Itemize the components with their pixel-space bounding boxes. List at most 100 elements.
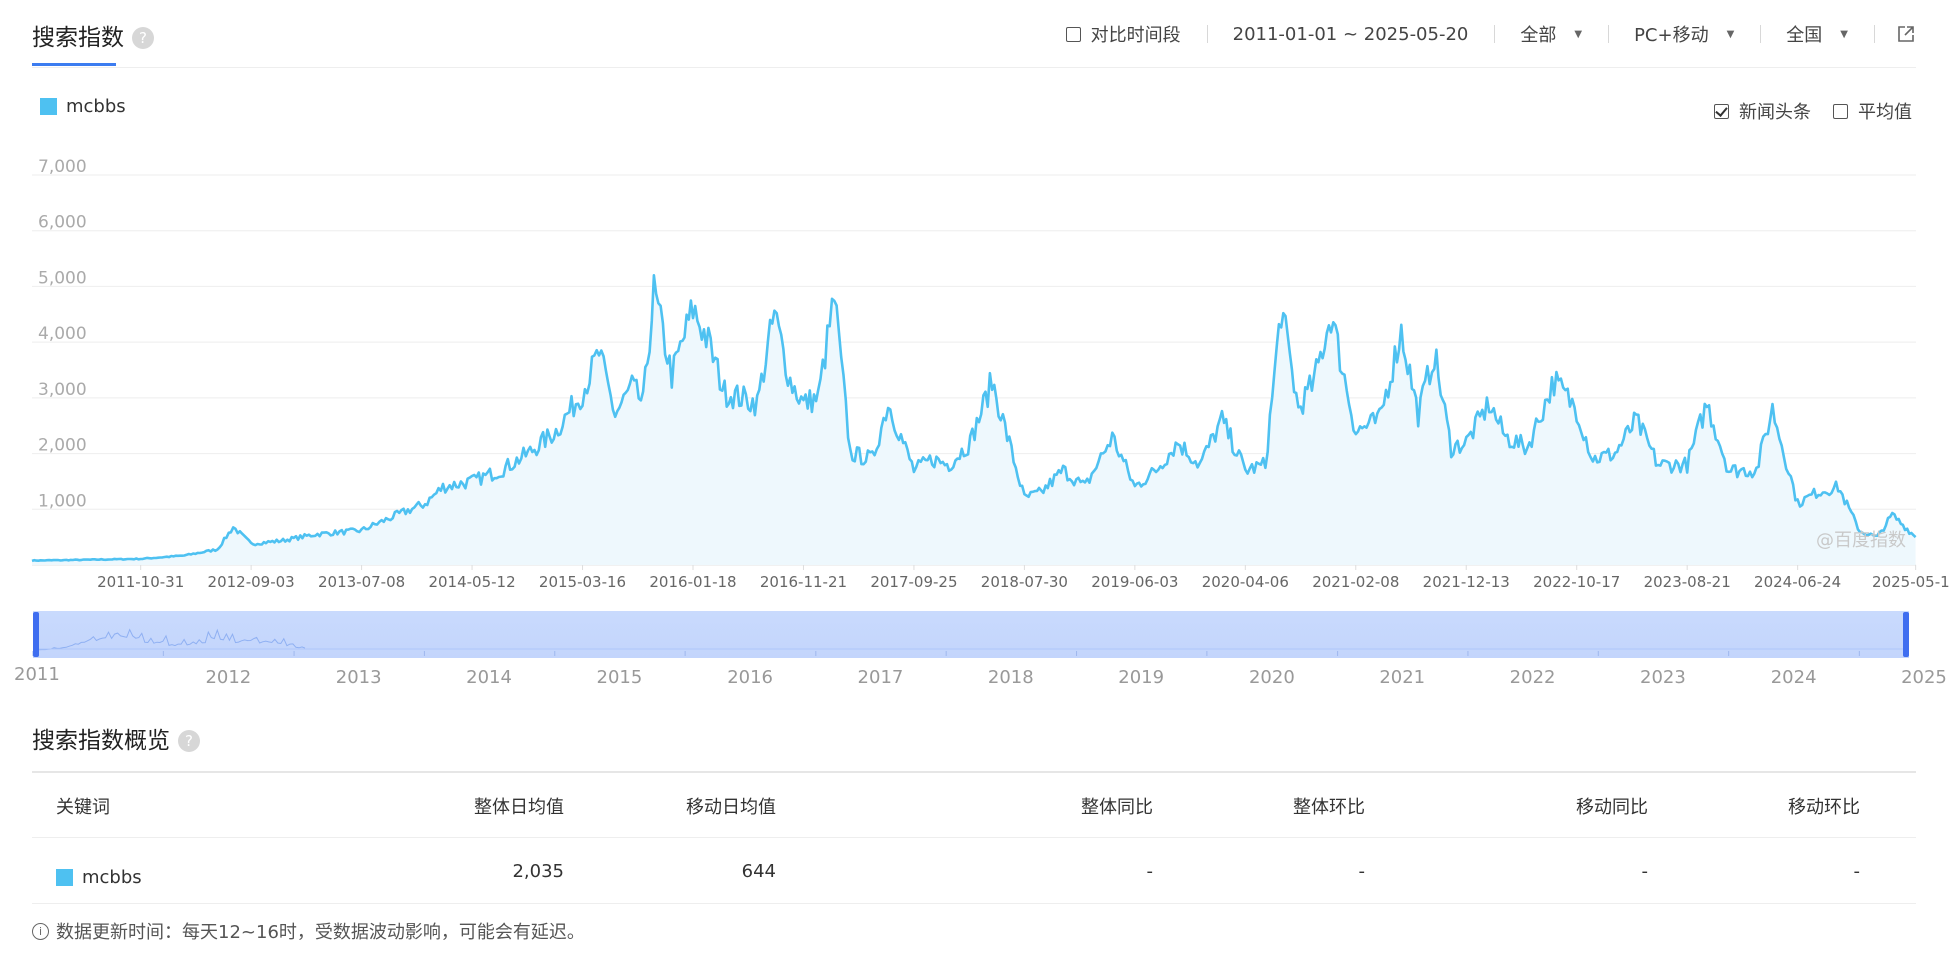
y-tick-label: 6,000 xyxy=(38,213,87,233)
data-point xyxy=(755,401,760,406)
header-divider xyxy=(32,67,1916,68)
data-point xyxy=(395,512,400,517)
help-icon[interactable]: ? xyxy=(132,27,154,49)
navigator-year-label: 2020 xyxy=(1249,667,1295,688)
data-point xyxy=(1243,468,1248,473)
data-point xyxy=(651,290,656,295)
col-mobile-mom: 移动环比 xyxy=(1788,797,1860,818)
data-point xyxy=(1132,485,1137,490)
series-area-mcbbs xyxy=(32,275,1916,565)
news-headline-toggle[interactable]: 新闻头条 xyxy=(1714,98,1811,124)
export-button[interactable] xyxy=(1874,20,1916,48)
series-line-mcbbs[interactable] xyxy=(31,274,1917,563)
data-point xyxy=(1083,485,1088,490)
navigator-sparkline xyxy=(36,628,306,651)
data-point xyxy=(1814,490,1819,495)
device-select[interactable]: PC+移动 ▼ xyxy=(1608,20,1760,48)
data-point xyxy=(1754,468,1759,473)
data-point xyxy=(1154,468,1159,473)
navigator-right-handle[interactable] xyxy=(1903,612,1909,657)
navigator-year-label: 2015 xyxy=(597,667,643,688)
navigator-year-label: 2019 xyxy=(1118,667,1164,688)
data-point xyxy=(1039,490,1044,495)
x-tick-label: 2021-12-13 xyxy=(1423,573,1510,591)
data-point xyxy=(359,528,364,533)
region-select[interactable]: 全国 ▼ xyxy=(1760,20,1874,48)
x-tick-label: 2025-05-19 xyxy=(1872,573,1950,591)
update-note: i 数据更新时间：每天12~16时，受数据波动影响，可能会有延迟。 xyxy=(32,918,585,944)
data-point xyxy=(1685,462,1690,467)
data-point xyxy=(281,538,286,543)
range-navigator[interactable]: 2011 2012 2013 2014 2015 2016 2017 2018 2019 2020… xyxy=(14,611,1947,688)
row-overall-avg: 2,035 xyxy=(512,861,564,882)
average-checkbox-icon[interactable] xyxy=(1833,103,1848,119)
col-mobile-yoy: 移动同比 xyxy=(1576,797,1648,818)
x-tick-label: 2016-11-21 xyxy=(760,573,847,591)
x-tick-label: 2020-04-06 xyxy=(1202,573,1289,591)
col-overall-mom: 整体环比 xyxy=(1293,797,1365,818)
data-point xyxy=(1634,418,1639,423)
data-point xyxy=(968,440,973,445)
data-point xyxy=(1220,418,1225,423)
chart-legend[interactable]: mcbbs xyxy=(40,96,126,117)
navigator-year-labels: 2011 2012 2013 2014 2015 2016 2017 2018 2019 2020… xyxy=(14,664,1947,688)
navigator-left-handle[interactable] xyxy=(33,612,39,657)
navigator-year-label: 2013 xyxy=(336,667,382,688)
y-tick-label: 7,000 xyxy=(38,157,87,177)
overview-title-text: 搜索指数概览 xyxy=(32,728,170,754)
device-select-value: PC+移动 xyxy=(1634,25,1709,46)
col-mobile-avg: 移动日均值 xyxy=(686,797,776,818)
x-tick-label: 2018-07-30 xyxy=(981,573,1068,591)
data-point xyxy=(441,485,446,490)
external-link-icon[interactable] xyxy=(1896,24,1916,44)
x-axis: 2011-10-31 2012-09-03 2013-07-08 2014-05-12… xyxy=(97,565,1950,591)
data-point xyxy=(597,351,602,356)
average-toggle[interactable]: 平均值 xyxy=(1833,98,1912,124)
x-tick-label: 2024-06-24 xyxy=(1754,573,1841,591)
data-point xyxy=(990,379,995,384)
news-label: 新闻头条 xyxy=(1739,102,1811,123)
data-point xyxy=(1022,496,1027,501)
row-swatch xyxy=(56,869,73,886)
caret-down-icon: ▼ xyxy=(1574,28,1583,40)
data-point xyxy=(1329,312,1334,317)
navigator-selection[interactable] xyxy=(33,611,1909,658)
data-point xyxy=(526,451,531,456)
data-point xyxy=(1464,440,1469,445)
source-select-value: 全部 xyxy=(1520,25,1557,46)
news-checkbox-icon[interactable] xyxy=(1714,103,1729,119)
date-range-picker[interactable]: 2011-01-01 ~ 2025-05-20 xyxy=(1206,20,1495,48)
data-point xyxy=(470,479,475,484)
navigator-year-label: 2022 xyxy=(1510,667,1556,688)
data-point xyxy=(1525,446,1530,451)
row-keyword-text: mcbbs xyxy=(82,867,142,888)
compare-period-toggle[interactable]: 对比时间段 xyxy=(1040,20,1207,48)
navigator-year-label: 2025 xyxy=(1901,667,1947,688)
table-header-divider xyxy=(32,837,1916,838)
navigator-year-label: 2011 xyxy=(14,664,60,685)
data-point xyxy=(138,556,143,561)
row-mobile-mom: - xyxy=(1853,861,1861,882)
row-mobile-yoy: - xyxy=(1641,861,1649,882)
data-point xyxy=(1913,535,1918,540)
help-icon[interactable]: ? xyxy=(178,730,200,752)
data-point xyxy=(1449,446,1454,451)
data-point xyxy=(1795,501,1800,506)
data-point xyxy=(930,457,935,462)
compare-checkbox-icon[interactable] xyxy=(1065,26,1081,42)
data-point xyxy=(1574,407,1579,412)
data-point xyxy=(1613,451,1618,456)
data-point xyxy=(788,379,793,384)
row-overall-yoy: - xyxy=(1146,861,1154,882)
caret-down-icon: ▼ xyxy=(1840,28,1848,40)
x-tick-label: 2014-05-12 xyxy=(428,573,515,591)
x-tick-label: 2015-03-16 xyxy=(539,573,626,591)
y-axis: 1,000 2,000 3,000 4,000 5,000 6,000 7,000 xyxy=(38,157,87,511)
y-tick-label: 3,000 xyxy=(38,380,87,400)
toolbar: 对比时间段 2011-01-01 ~ 2025-05-20 全部 ▼ PC+移动… xyxy=(1040,20,1916,48)
row-overall-mom: - xyxy=(1358,861,1366,882)
source-select[interactable]: 全部 ▼ xyxy=(1494,20,1608,48)
data-point xyxy=(1770,407,1775,412)
average-label: 平均值 xyxy=(1858,102,1912,123)
legend-swatch xyxy=(40,98,57,115)
